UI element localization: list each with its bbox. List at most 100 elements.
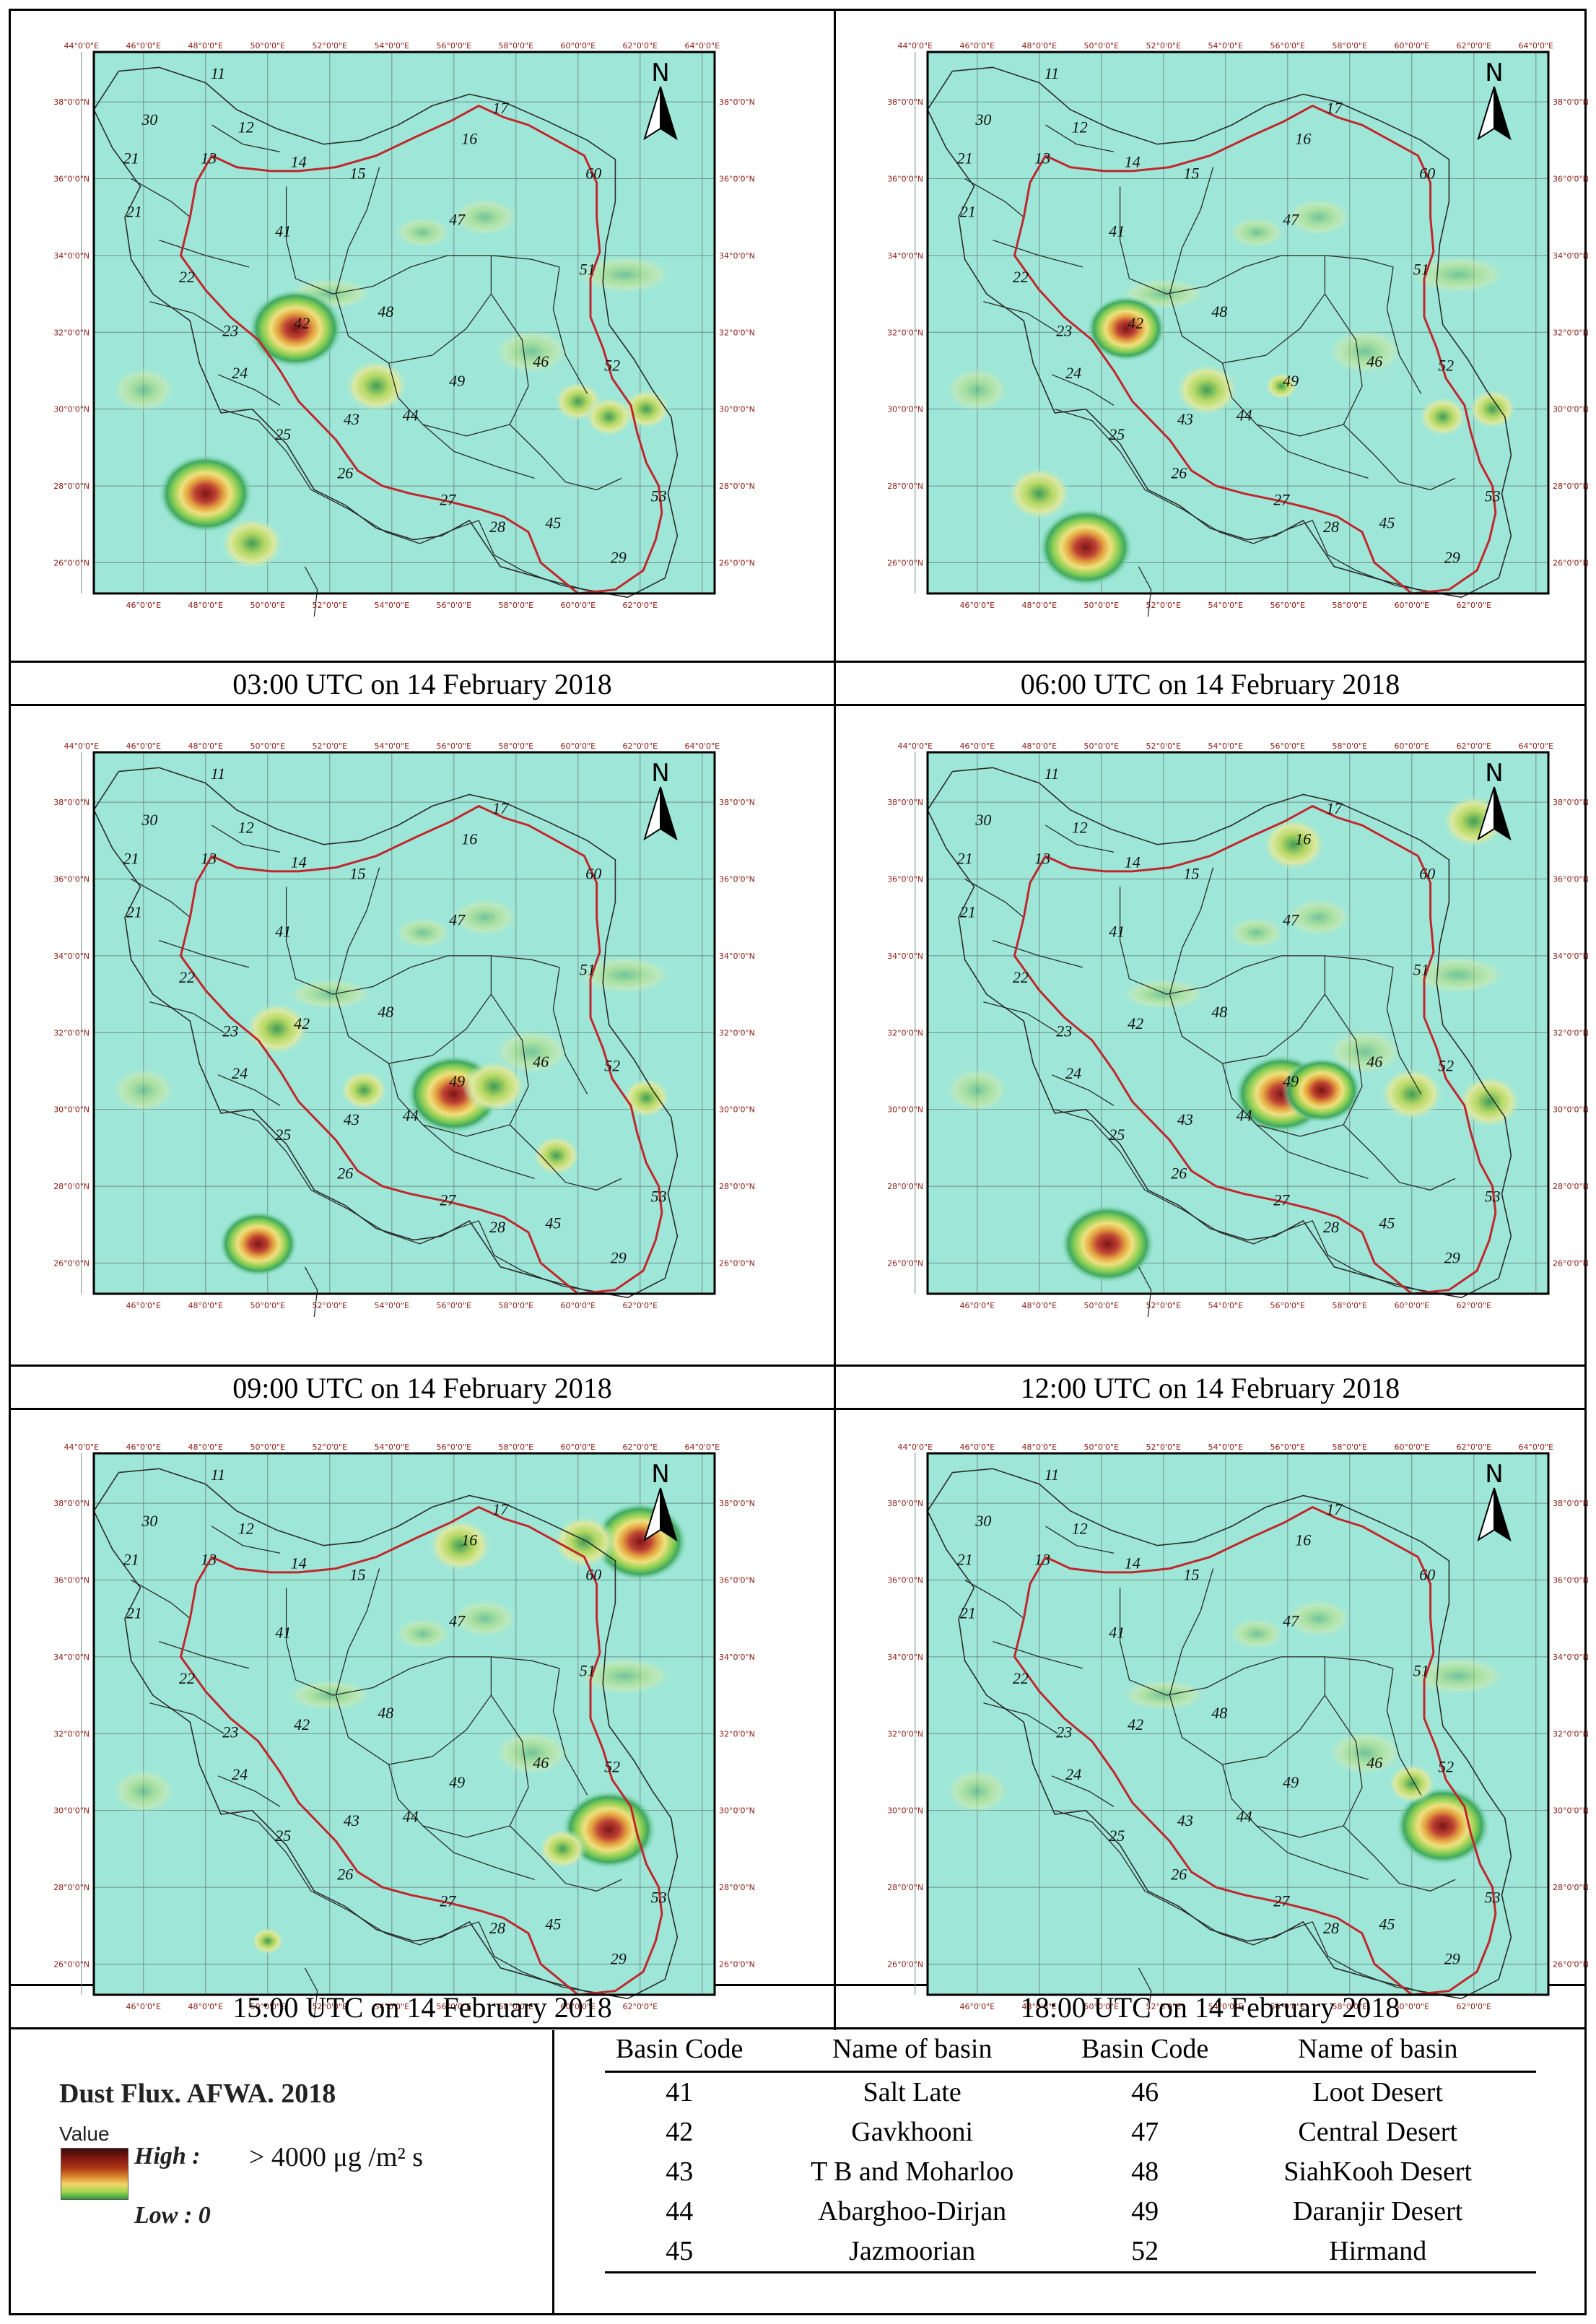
basin-label: 29: [1444, 1949, 1460, 1967]
caption-1800: 18:00 UTC on 14 February 2018: [1020, 1990, 1400, 2024]
lon-tick-label: 48°0'0"E: [1022, 2002, 1058, 2011]
dust-haze: [575, 255, 674, 295]
basin-label: 27: [1273, 1191, 1290, 1209]
lat-tick-label: 26°0'0"N: [1553, 558, 1588, 567]
coastline: [221, 1810, 609, 1996]
legend-high-label: High :: [134, 2143, 201, 2169]
dust-haze: [110, 1067, 176, 1114]
lat-tick-label: 26°0'0"N: [53, 1959, 90, 1969]
lat-tick-label: 28°0'0"N: [1553, 1883, 1588, 1892]
lon-tick-label: 50°0'0"E: [1084, 1442, 1120, 1452]
lon-tick-label: 58°0'0"E: [499, 2002, 534, 2011]
lat-tick-label: 34°0'0"N: [719, 952, 754, 961]
lat-tick-label: 32°0'0"N: [719, 328, 754, 337]
basin-label: 14: [291, 853, 307, 871]
lat-tick-label: 32°0'0"N: [1553, 328, 1588, 337]
lon-tick-label: 44°0'0"E: [64, 741, 100, 751]
basin-boundary: [552, 1668, 588, 1796]
basin-label: 46: [533, 352, 549, 370]
dust-hotspot: [1060, 1204, 1156, 1284]
dust-map-svg: 11 30 12 21 13 14 15 16 17 60 47 41 21 51 22 48 42 23 24 49…: [53, 1442, 754, 2018]
lon-tick-label: 56°0'0"E: [1270, 2002, 1306, 2011]
lon-tick-label: 56°0'0"E: [437, 741, 472, 751]
basin-boundary: [1045, 824, 1115, 853]
lon-tick-label: 62°0'0"E: [1457, 1301, 1492, 1310]
lon-tick-label: 46°0'0"E: [126, 741, 162, 751]
basin-label: 22: [179, 268, 195, 286]
lat-tick-label: 26°0'0"N: [887, 1959, 923, 1969]
dust-hotspot: [462, 1059, 527, 1113]
basin-label: 45: [1379, 514, 1395, 532]
basin-label: 60: [1419, 165, 1435, 183]
dust-hotspot: [248, 288, 344, 368]
lat-tick-label: 32°0'0"N: [887, 1729, 923, 1738]
row-divider: [9, 1408, 1587, 1410]
basin-label: 42: [294, 1715, 310, 1733]
basin-code: 48: [1131, 2157, 1159, 2187]
basin-label: 42: [1128, 314, 1143, 332]
dust-hotspot: [552, 1515, 616, 1569]
dust-hotspot: [1281, 1057, 1362, 1124]
lon-tick-label: 62°0'0"E: [623, 601, 658, 610]
lat-tick-label: 34°0'0"N: [53, 251, 90, 261]
lat-tick-label: 26°0'0"N: [719, 1258, 754, 1268]
lat-tick-label: 26°0'0"N: [719, 558, 754, 567]
lon-tick-label: 52°0'0"E: [313, 741, 348, 751]
lon-tick-label: 48°0'0"E: [188, 1442, 224, 1452]
lon-tick-label: 48°0'0"E: [188, 601, 224, 610]
lon-tick-label: 48°0'0"E: [1022, 601, 1058, 610]
lon-tick-label: 56°0'0"E: [437, 2002, 472, 2011]
lon-tick-label: 54°0'0"E: [375, 741, 410, 751]
basin-label: 60: [585, 1566, 601, 1584]
lon-tick-label: 52°0'0"E: [1146, 2002, 1182, 2011]
basin-code: 45: [605, 2232, 754, 2273]
basin-code: 41: [666, 2077, 694, 2107]
lon-tick-label: 50°0'0"E: [1084, 741, 1120, 751]
north-arrow-label: N: [651, 1460, 669, 1489]
basin-label: 43: [1177, 410, 1193, 428]
lon-tick-label: 60°0'0"E: [561, 741, 596, 751]
lon-tick-label: 60°0'0"E: [1395, 741, 1430, 751]
basin-boundary: [1386, 967, 1422, 1094]
lon-tick-label: 58°0'0"E: [1333, 1442, 1368, 1452]
lon-tick-label: 54°0'0"E: [375, 601, 410, 610]
dust-map-svg: 11 30 12 21 13 14 15 16 17 60 47 41 21 51 22 48 42 23 24 49…: [53, 741, 754, 1317]
lon-tick-label: 46°0'0"E: [126, 1301, 162, 1310]
basin-table: Basin Code Name of basin Basin Code Name…: [605, 2027, 1536, 2273]
basin-label: 43: [344, 1811, 359, 1829]
lon-tick-label: 62°0'0"E: [1457, 601, 1492, 610]
header-basin-code-2: Basin Code: [1070, 2027, 1220, 2073]
basin-label: 49: [449, 1072, 465, 1090]
basin-label: 16: [461, 830, 477, 848]
basin-label: 48: [378, 1704, 393, 1722]
dust-map-0600: 11 30 12 21 13 14 15 16 17 60 47 41 21 51 22 48 42 23 24 49…: [866, 38, 1588, 637]
legend-high-value: > 4000 μg /m² s: [249, 2142, 424, 2172]
country-outline: [927, 66, 1512, 599]
dust-haze: [1284, 197, 1353, 237]
north-arrow-label: N: [651, 759, 669, 788]
basin-name: T B and Moharloo: [811, 2157, 1014, 2187]
basin-label: 53: [651, 487, 667, 505]
basin-label: 25: [1109, 1126, 1125, 1144]
lat-tick-label: 38°0'0"N: [887, 97, 923, 107]
dust-map-svg: 11 30 12 21 13 14 15 16 17 60 47 41 21 51 22 48 42 23 24 49…: [53, 41, 754, 617]
dust-hotspot: [1379, 1067, 1444, 1121]
lon-tick-label: 56°0'0"E: [1270, 1442, 1306, 1452]
caption-1200: 12:00 UTC on 14 February 2018: [1020, 1371, 1400, 1404]
lon-tick-label: 46°0'0"E: [126, 1442, 162, 1452]
dust-hotspot: [218, 1210, 299, 1277]
basin-boundary: [335, 167, 380, 295]
basin-label: 46: [1366, 352, 1382, 370]
lon-tick-label: 58°0'0"E: [499, 41, 534, 51]
basin-label: 22: [179, 968, 195, 986]
basin-boundary: [131, 178, 191, 218]
lat-tick-label: 30°0'0"N: [53, 1806, 90, 1816]
lon-tick-label: 48°0'0"E: [1022, 1442, 1058, 1452]
basin-code: 44: [666, 2196, 694, 2227]
lon-tick-label: 44°0'0"E: [64, 1442, 100, 1452]
lon-tick-label: 52°0'0"E: [313, 1301, 348, 1310]
basin-boundary: [1119, 186, 1394, 295]
lat-tick-label: 38°0'0"N: [887, 798, 923, 807]
lat-tick-label: 28°0'0"N: [887, 1883, 923, 1892]
lat-tick-label: 36°0'0"N: [887, 175, 923, 184]
